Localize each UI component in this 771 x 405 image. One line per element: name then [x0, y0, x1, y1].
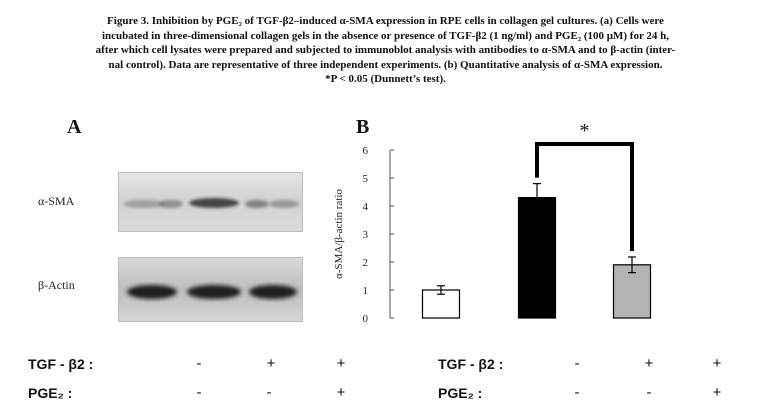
panel-b-pge-sign: -	[646, 384, 652, 401]
panel-b-label: B	[356, 116, 370, 138]
panel-a-tgf-sign: -	[196, 355, 202, 372]
blot-band	[127, 285, 177, 299]
blot-band	[249, 285, 297, 299]
caption-line: *P < 0.05 (Dunnett’s test).	[325, 73, 446, 85]
panel-a-pge-sign: -	[196, 384, 202, 401]
blot-actin-label: β-Actin	[38, 278, 75, 292]
blot-band	[187, 285, 241, 299]
blot-sma-label: α-SMA	[38, 194, 75, 208]
y-tick-label: 2	[363, 257, 369, 269]
blot-actin-image	[118, 257, 303, 322]
panel-b-tgf-label: TGF - β2 :	[438, 356, 504, 372]
panel-a-tgf-sign: +	[336, 355, 346, 372]
bar	[612, 264, 652, 319]
blot-band	[245, 200, 269, 208]
y-tick-label: 3	[363, 229, 369, 241]
blot-band	[189, 198, 239, 208]
panel-b-pge-label: PGE₂ :	[438, 385, 483, 401]
figure-caption: Figure 3. Inhibition by PGE₂ of TGF-β2–i…	[16, 14, 755, 87]
blot-band	[123, 200, 165, 208]
panel-a-tgf-sign: +	[266, 355, 276, 372]
panel-b-pge-sign: +	[712, 384, 722, 401]
y-tick-label: 0	[363, 313, 369, 325]
significance-bracket	[535, 142, 634, 251]
blot-band	[159, 200, 183, 208]
y-tick-label: 4	[363, 201, 369, 213]
blot-sma-image	[118, 172, 303, 232]
panel-a-label: A	[67, 116, 82, 138]
y-tick-label: 1	[363, 285, 369, 297]
blot-band	[269, 200, 299, 208]
caption-line: nal control). Data are representative of…	[108, 58, 663, 71]
panel-b-tgf-sign: +	[644, 355, 654, 372]
bar-chart: 0 1 2 3 4 5 6 α-SMA/β-actin ratio *	[333, 120, 652, 325]
bar	[517, 196, 557, 319]
panel-a-pge-sign: -	[266, 384, 272, 401]
panel-a-pge-sign: +	[336, 384, 346, 401]
panel-a-tgf-label: TGF - β2 :	[28, 356, 94, 372]
significance-marker: *	[580, 120, 590, 142]
panel-a-pge-label: PGE₂ :	[28, 385, 73, 401]
panel-b-tgf-sign: -	[574, 355, 580, 372]
caption-line: after which cell lysates were prepared a…	[95, 44, 676, 56]
y-tick-label: 6	[363, 145, 369, 157]
y-axis-label: α-SMA/β-actin ratio	[333, 189, 345, 279]
caption-line: Figure 3. Inhibition by PGE₂ of TGF-β2–i…	[107, 15, 664, 27]
panel-b-pge-sign: -	[574, 384, 580, 401]
panel-b-tgf-sign: +	[712, 355, 722, 372]
caption-line: incubated in three-dimensional collagen …	[101, 29, 670, 42]
y-tick-label: 5	[363, 173, 369, 185]
